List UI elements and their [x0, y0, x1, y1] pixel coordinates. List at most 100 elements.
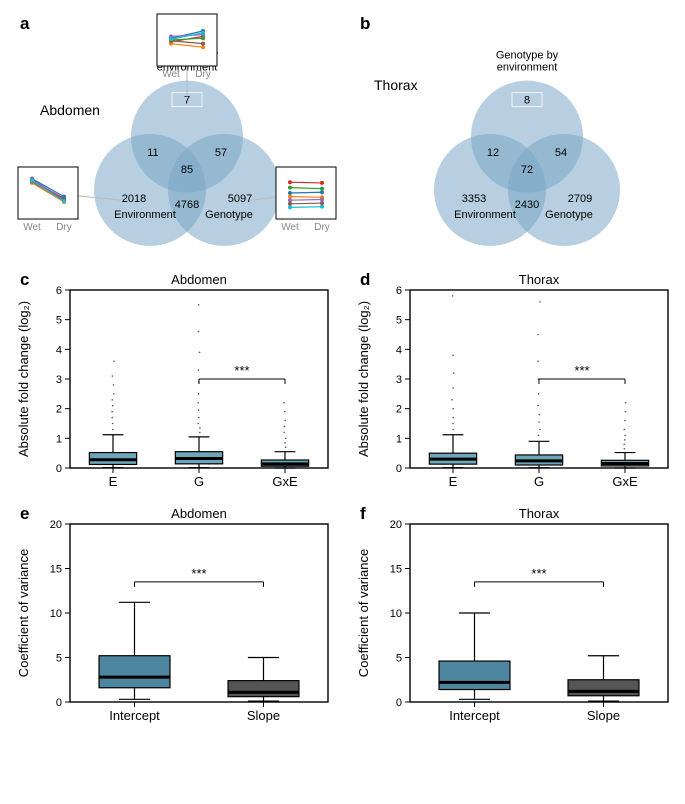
outlier	[112, 423, 114, 425]
mini-right-pt	[320, 197, 324, 201]
outlier	[624, 448, 626, 450]
ytick-label: 5	[396, 653, 402, 665]
sig-label: ***	[574, 363, 589, 378]
ytick-label: 3	[56, 374, 62, 386]
venn-title-left: Environment	[114, 209, 176, 221]
plot-title: Abdomen	[171, 272, 227, 287]
outlier	[452, 354, 454, 356]
xlabel: Intercept	[449, 708, 500, 723]
xlabel: G	[534, 474, 544, 489]
plot-title: Thorax	[519, 506, 560, 521]
venn-title-left: Environment	[454, 209, 516, 221]
ytick-label: 5	[56, 315, 62, 327]
venn-value-top-right: 54	[555, 147, 567, 159]
venn-value-right-only: 2709	[568, 193, 592, 205]
ytick-label: 10	[50, 608, 62, 620]
ytick-label: 0	[396, 697, 402, 709]
venn-value-left-right: 2430	[515, 199, 539, 211]
xlabel: GxE	[612, 474, 638, 489]
mini-top-pt	[201, 36, 205, 40]
mini-right-line	[290, 203, 322, 204]
ylabel: Coefficient of variance	[356, 549, 371, 677]
xlabel: Slope	[247, 708, 280, 723]
outlier	[285, 438, 287, 440]
ytick-label: 20	[50, 519, 62, 531]
ytick-label: 6	[396, 285, 402, 297]
outlier	[453, 372, 455, 374]
ylabel: Absolute fold change (log₂)	[16, 301, 31, 457]
outlier	[111, 399, 113, 401]
outlier	[539, 414, 541, 416]
outlier	[197, 423, 199, 425]
mini-top-pt	[201, 31, 205, 35]
ytick-label: 0	[396, 463, 402, 475]
mini-right-xlabel: Wet	[281, 222, 299, 233]
ytick-label: 3	[396, 374, 402, 386]
sig-label: ***	[191, 566, 206, 581]
ytick-label: 2	[396, 404, 402, 416]
mini-right-pt	[320, 181, 324, 185]
outlier	[283, 432, 285, 434]
outlier	[624, 439, 626, 441]
outlier	[113, 384, 115, 386]
outlier	[539, 429, 541, 431]
mini-right-pt	[288, 195, 292, 199]
outlier	[624, 429, 626, 431]
mini-top-pt	[201, 42, 205, 46]
venn-title-right: Genotype	[205, 209, 253, 221]
ytick-label: 1	[396, 433, 402, 445]
plot-title: Abdomen	[171, 506, 227, 521]
ylabel: Coefficient of variance	[16, 549, 31, 677]
outlier	[452, 408, 454, 410]
outlier	[113, 360, 115, 362]
outlier	[111, 411, 113, 413]
mini-right-pt	[288, 180, 292, 184]
mini-right-line	[290, 192, 322, 193]
outlier	[539, 301, 541, 303]
mini-left-pt	[30, 179, 34, 183]
mini-right-pt	[288, 198, 292, 202]
xlabel: Intercept	[109, 708, 160, 723]
outlier	[538, 393, 540, 395]
venn-value-top-left: 11	[147, 147, 158, 159]
ylabel: Absolute fold change (log₂)	[356, 301, 371, 457]
venn-value-center: 85	[181, 164, 193, 176]
mini-top-frame	[157, 14, 217, 66]
outlier	[452, 417, 454, 419]
outlier	[199, 432, 201, 434]
outlier	[113, 393, 115, 395]
xlabel: E	[449, 474, 458, 489]
outlier	[625, 402, 627, 404]
ytick-label: 1	[56, 433, 62, 445]
outlier	[111, 417, 113, 419]
mini-top-pt	[201, 45, 205, 49]
outlier	[284, 442, 286, 444]
outlier	[625, 411, 627, 413]
venn-value-top-right: 57	[215, 147, 227, 159]
outlier	[199, 427, 201, 429]
mini-left-xlabel: Wet	[23, 222, 41, 233]
outlier	[284, 426, 286, 428]
box	[99, 656, 170, 688]
mini-top-pt	[169, 37, 173, 41]
outlier	[624, 420, 626, 422]
tissue-label: Thorax	[374, 77, 418, 93]
mini-right-line	[290, 199, 322, 200]
mini-right-pt	[288, 205, 292, 209]
venn-title-top2: environment	[497, 62, 558, 74]
mini-right-pt	[320, 201, 324, 205]
panel-f: f Thorax05101520Coefficient of varianceI…	[352, 502, 682, 732]
box	[228, 681, 299, 697]
venn-value-top-only: 8	[524, 95, 530, 107]
ytick-label: 15	[50, 564, 62, 576]
outlier	[199, 352, 201, 354]
sig-label: ***	[234, 363, 249, 378]
outlier	[452, 429, 454, 431]
outlier	[452, 387, 454, 389]
xlabel: E	[109, 474, 118, 489]
venn-value-left-only: 2018	[122, 193, 146, 205]
ytick-label: 15	[390, 564, 402, 576]
ytick-label: 4	[396, 344, 402, 356]
outlier	[197, 402, 199, 404]
mini-right-pt	[288, 191, 292, 195]
